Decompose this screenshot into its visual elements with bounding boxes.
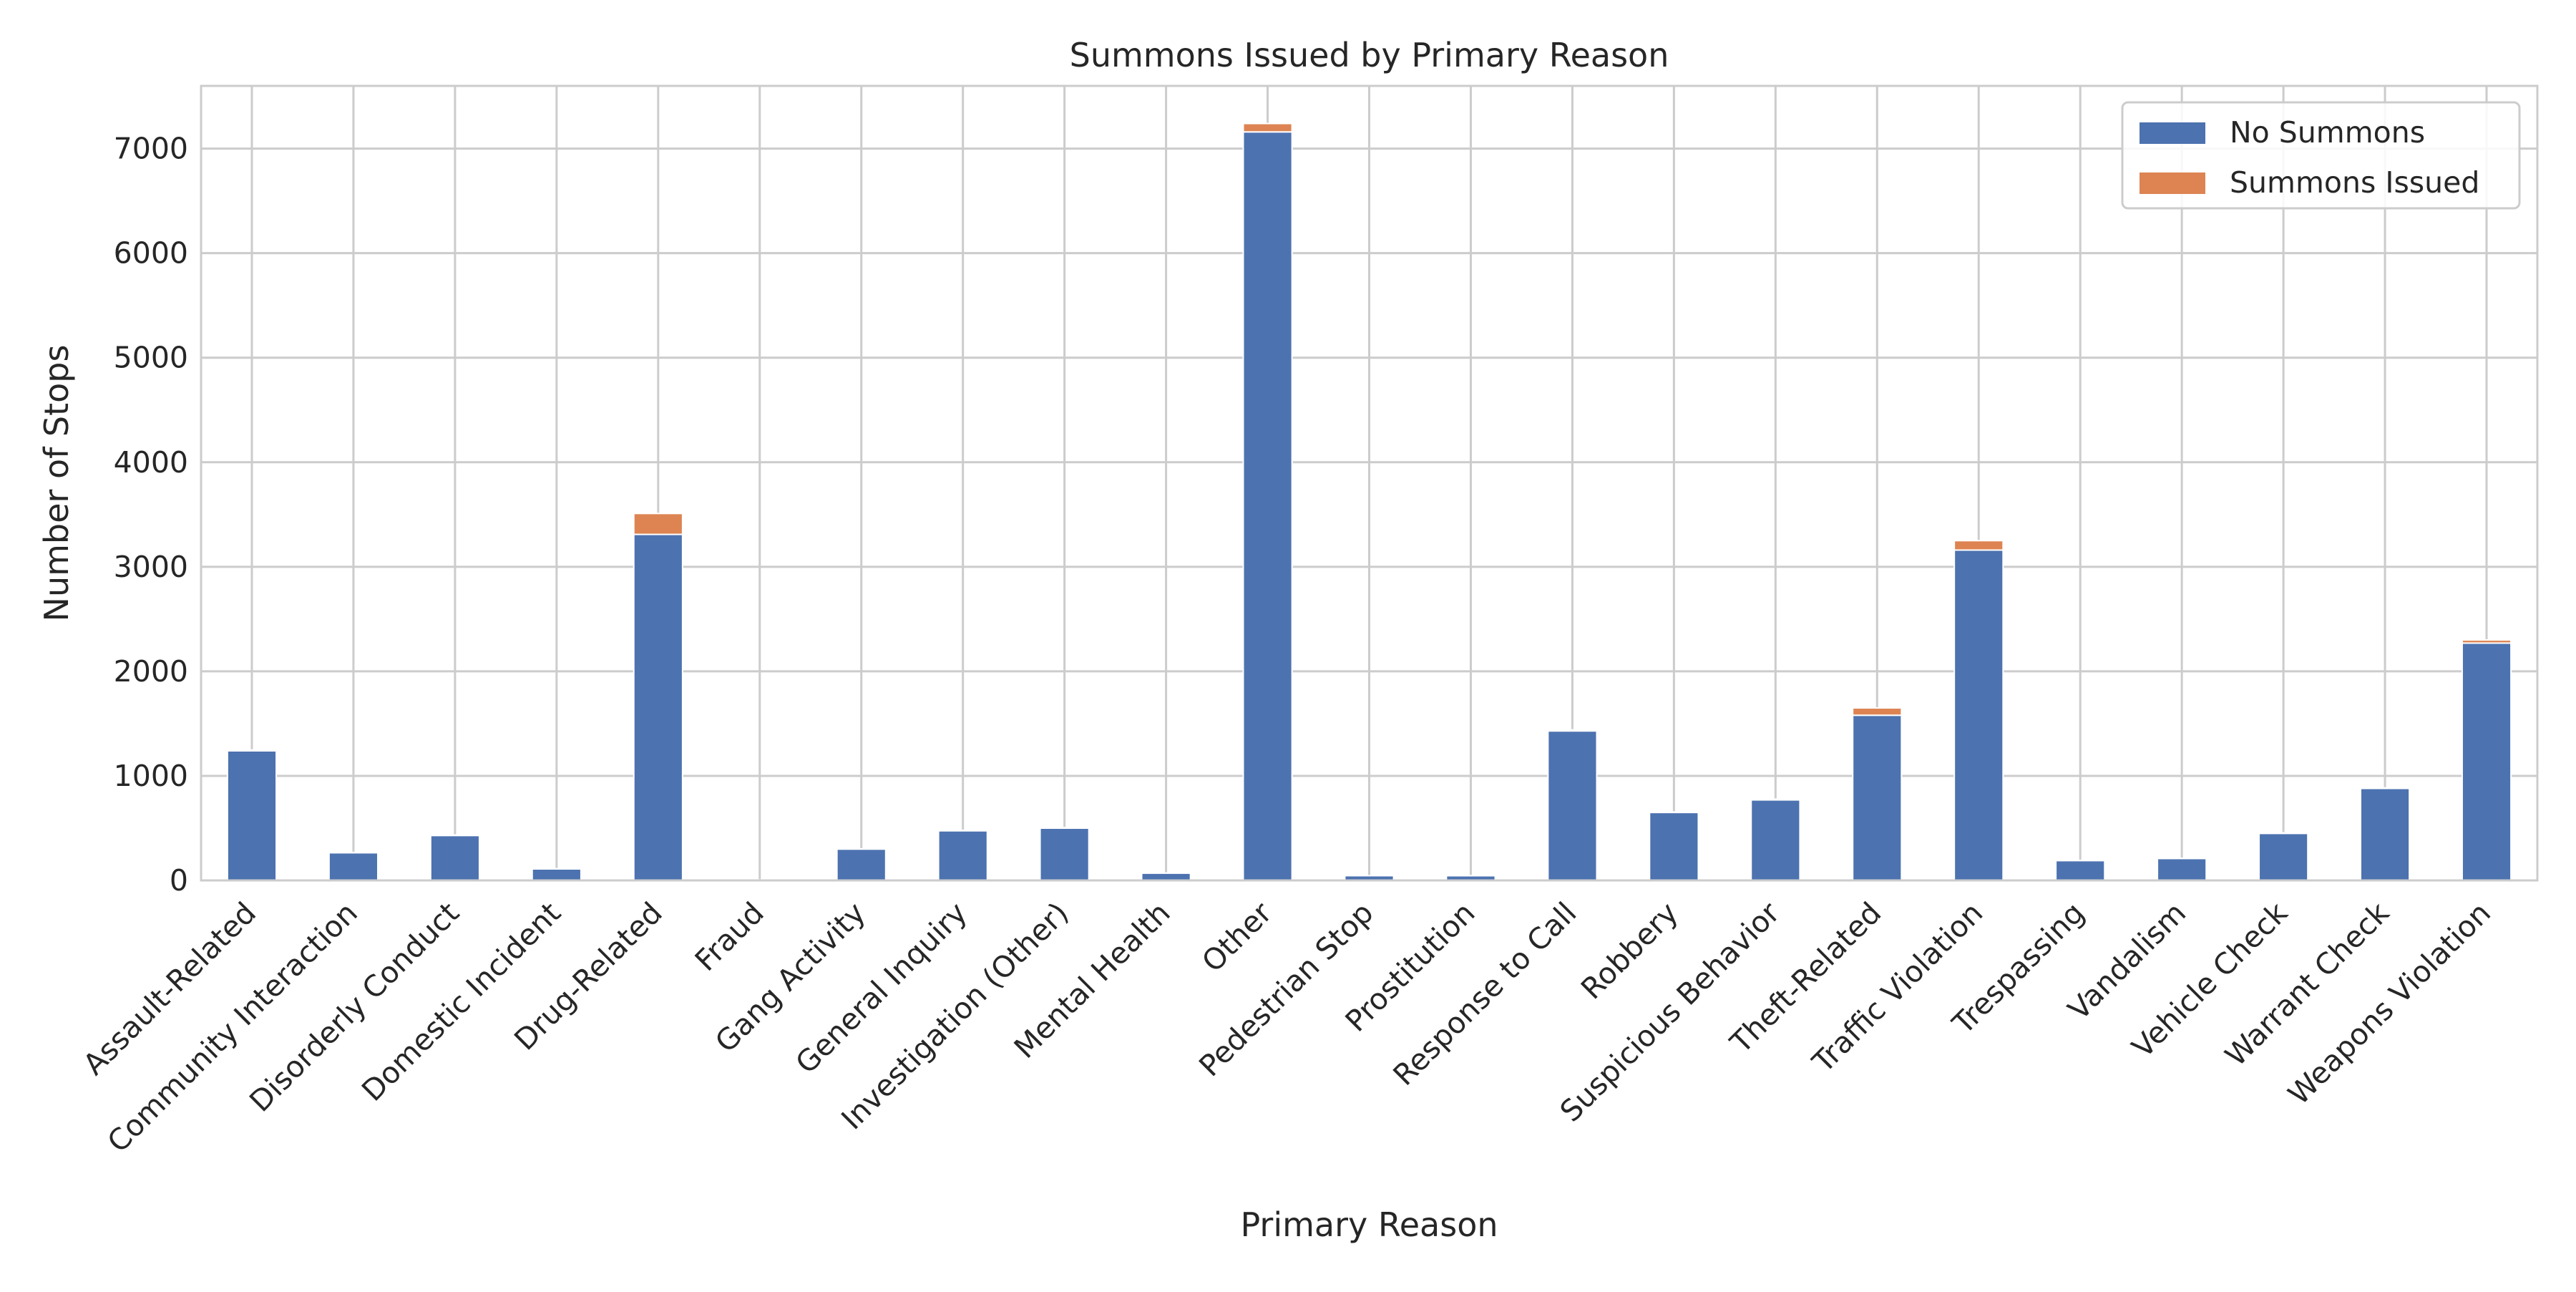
x-tick-label: General Inquiry [789,895,973,1080]
bar-summons-issued [1751,799,1800,800]
bar-no-summons [1649,812,1698,880]
x-tick-label: Weapons Violation [2281,895,2497,1112]
x-tick-label: Other [1195,895,1278,978]
bar-no-summons [1751,800,1800,880]
x-tick-label: Fraud [688,895,771,978]
x-tick-label: Pedestrian Stop [1192,895,1380,1083]
bar-summons-issued [1243,124,1292,132]
x-axis-label: Primary Reason [1240,1205,1498,1244]
bar-summons-issued [228,750,276,751]
y-tick-label: 2000 [114,654,188,689]
bar-no-summons [431,835,479,880]
y-tick-label: 1000 [114,759,188,793]
bar-no-summons [1548,731,1596,880]
bar-summons-issued [1040,827,1089,828]
x-tick-label: Traffic Violation [1805,895,1989,1079]
bar-no-summons [532,869,581,880]
legend: No Summons Summons Issued [2122,102,2519,208]
bar-no-summons [2056,860,2104,880]
y-tick-label: 0 [170,863,188,898]
bar-summons-issued [1853,708,1901,715]
bar-summons-issued [2462,640,2511,643]
y-tick-label: 7000 [114,132,188,166]
bar-no-summons [2462,643,2511,880]
x-tick-label: Response to Call [1387,895,1584,1092]
legend-swatch [2140,173,2205,194]
bar-no-summons [1853,715,1901,880]
legend-swatch [2140,122,2205,144]
bar-summons-issued [1548,730,1596,731]
bar-no-summons [634,535,683,880]
bar-no-summons [837,849,886,880]
bar-summons-issued [634,513,683,534]
bar-summons-issued [2259,833,2308,834]
y-tick-label: 6000 [114,236,188,271]
y-tick-label: 5000 [114,341,188,375]
bar-no-summons [1954,550,2003,880]
chart-title: Summons Issued by Primary Reason [1070,36,1669,74]
y-axis-label: Number of Stops [37,345,76,622]
bar-no-summons [1243,132,1292,880]
bar-no-summons [1142,873,1191,880]
bar-no-summons [2361,788,2409,880]
bar-no-summons [329,853,378,880]
bar-summons-issued [2361,788,2409,789]
bar-no-summons [2259,833,2308,880]
y-tick-label: 3000 [114,550,188,584]
y-tick-label: 4000 [114,445,188,480]
x-tick-label: Assault-Related [77,895,263,1082]
bar-summons-issued [939,830,987,831]
legend-label: No Summons [2230,115,2425,150]
bar-no-summons [1040,828,1089,880]
bar-no-summons [2157,858,2206,880]
bar-summons-issued [1954,540,2003,550]
legend-label: Summons Issued [2230,165,2479,200]
bar-no-summons [228,751,276,880]
bar-no-summons [939,831,987,880]
x-tick-label: Domestic Incident [355,895,567,1108]
